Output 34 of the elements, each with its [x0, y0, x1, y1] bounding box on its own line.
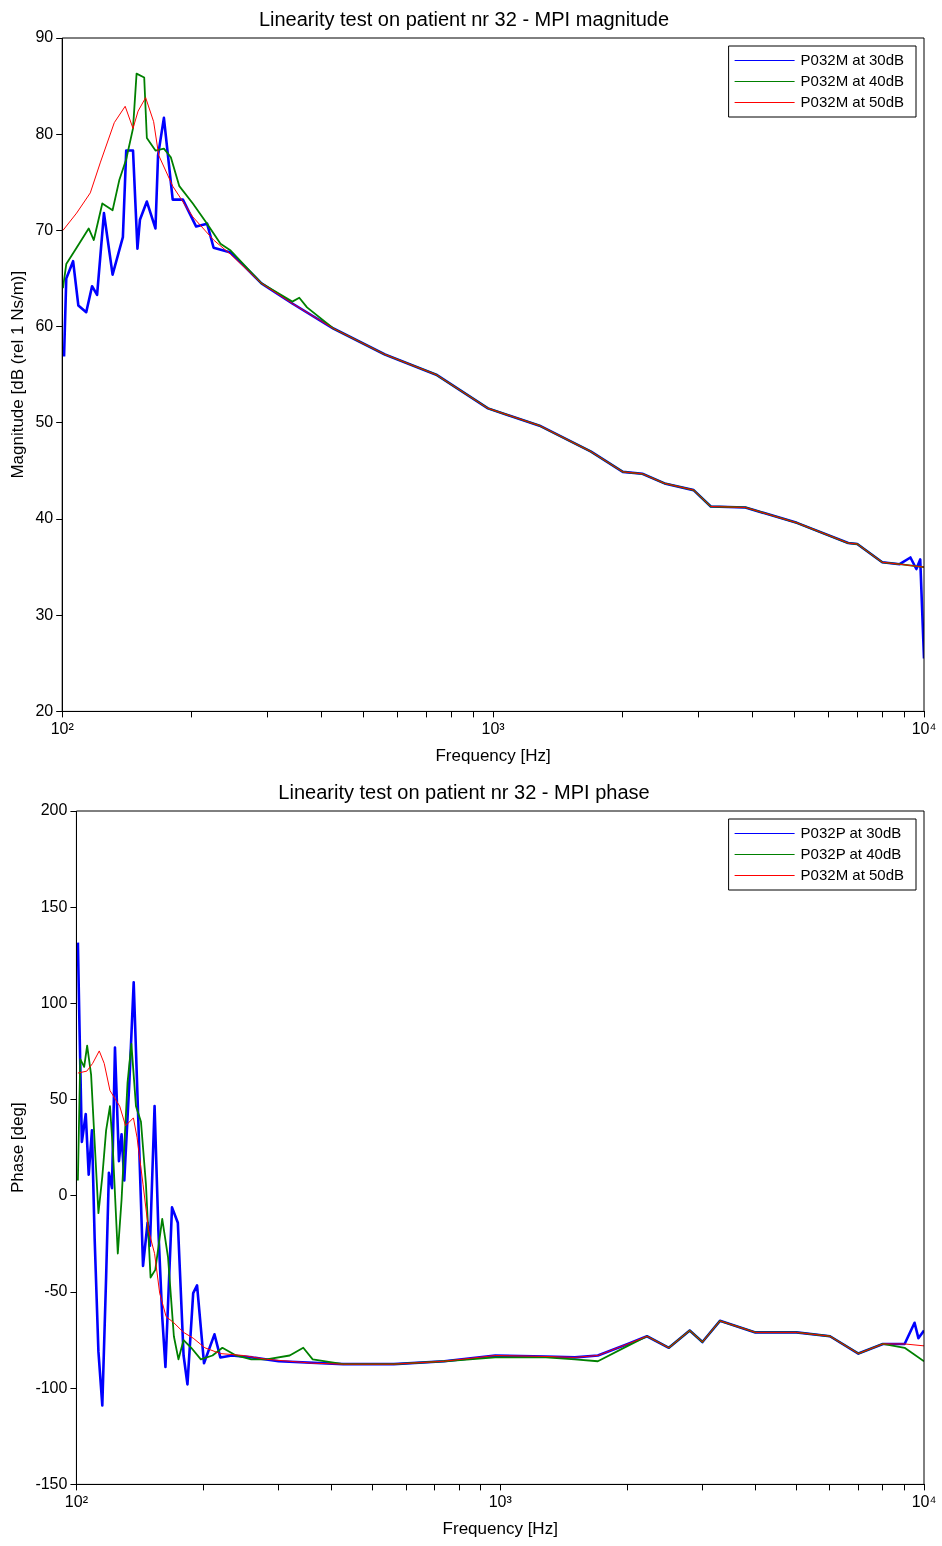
- legend-label: P032M at 30dB: [800, 50, 904, 68]
- chart-title: Linearity test on patient nr 32 - MPI magnitude: [258, 7, 670, 30]
- chart-title: Linearity test on patient nr 32 - MPI phase: [278, 780, 650, 803]
- y-tick-label: 70: [35, 220, 54, 238]
- x-tick-label: 10⁴: [911, 720, 937, 738]
- y-tick-label: 200: [40, 801, 68, 819]
- legend-label: P032M at 50dB: [800, 865, 904, 883]
- x-tick-label: 10²: [64, 1493, 89, 1511]
- y-tick-label: 0: [58, 1186, 68, 1204]
- y-tick-label: 150: [40, 897, 68, 915]
- legend-label: P032P at 40dB: [800, 844, 902, 862]
- y-tick-label: -100: [35, 1378, 68, 1396]
- y-tick-label: 50: [35, 413, 54, 431]
- x-tick-label: 10³: [481, 720, 506, 738]
- y-tick-label: -150: [35, 1474, 68, 1492]
- y-axis-title: Phase [deg]: [7, 1102, 27, 1194]
- x-axis-title: Frequency [Hz]: [435, 746, 551, 766]
- x-tick-label: 10⁴: [911, 1493, 937, 1511]
- y-tick-label: 30: [35, 605, 54, 623]
- y-tick-label: -50: [44, 1282, 68, 1300]
- y-tick-label: 80: [35, 124, 54, 142]
- legend-label: P032P at 30dB: [800, 823, 902, 841]
- x-tick-label: 10²: [50, 720, 75, 738]
- legend-label: P032M at 40dB: [800, 71, 904, 89]
- y-tick-label: 90: [35, 28, 54, 46]
- legend-label: P032M at 50dB: [800, 92, 904, 110]
- y-tick-label: 50: [49, 1090, 68, 1108]
- x-axis-title: Frequency [Hz]: [442, 1519, 558, 1539]
- y-axis-title: Magnitude [dB (rel 1 Ns/m)]: [7, 270, 27, 479]
- y-tick-label: 20: [35, 701, 54, 719]
- y-tick-label: 60: [35, 317, 54, 335]
- x-tick-label: 10³: [488, 1493, 513, 1511]
- y-tick-label: 100: [40, 993, 68, 1011]
- y-tick-label: 40: [35, 509, 54, 527]
